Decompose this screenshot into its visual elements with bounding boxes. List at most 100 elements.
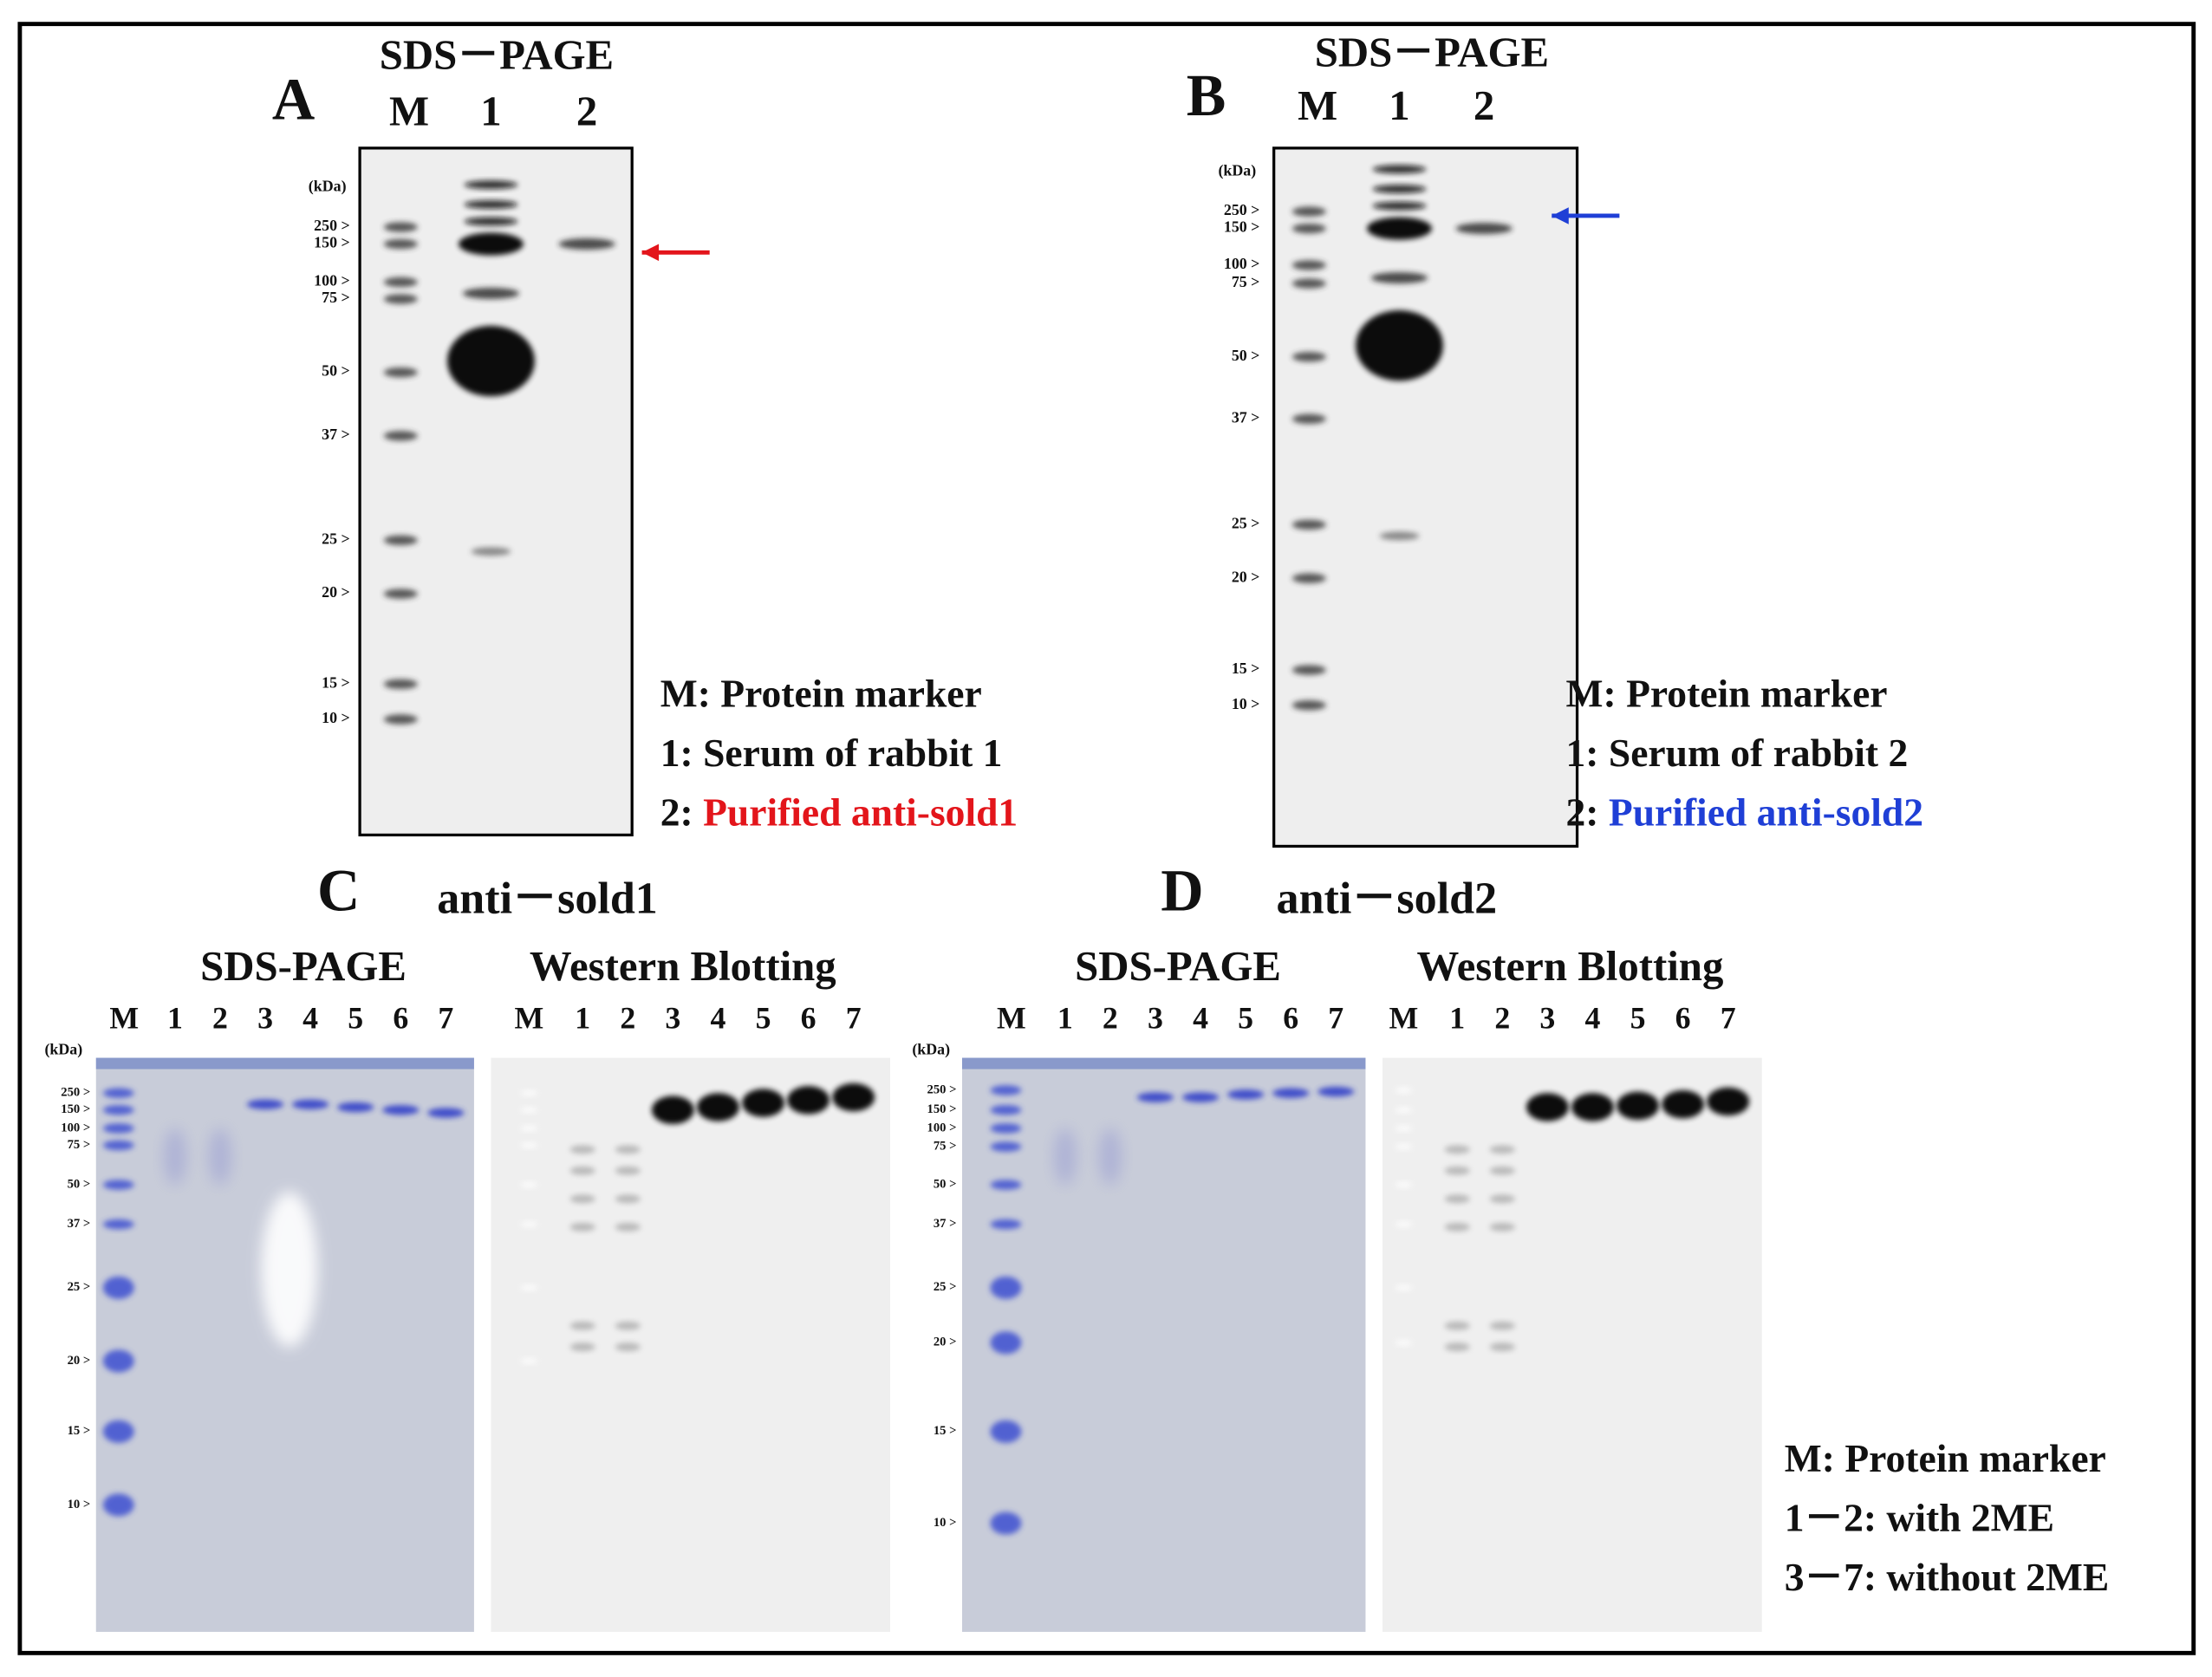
legend-text: Purified anti-sold2 <box>1609 790 1923 835</box>
band <box>1571 1093 1614 1121</box>
band <box>990 1123 1022 1134</box>
lane-label: 4 <box>303 1000 318 1035</box>
lane-label: 1 <box>1057 1000 1073 1035</box>
lane-label: 2 <box>1494 1000 1510 1035</box>
band <box>697 1093 739 1121</box>
band <box>383 588 418 599</box>
band <box>1395 1181 1413 1188</box>
band <box>1272 1088 1310 1098</box>
marker-label: 250 > <box>61 1086 90 1100</box>
lane-label: 2 <box>620 1000 635 1035</box>
lane-label: 3 <box>257 1000 273 1035</box>
band <box>1526 1093 1569 1121</box>
band <box>615 1145 641 1154</box>
legend-item: 3－7: without 2ME <box>1785 1555 2110 1599</box>
marker-label: 20 > <box>1232 568 1260 585</box>
marker-label: 10 > <box>934 1516 957 1530</box>
gel-top <box>95 1057 474 1069</box>
band <box>1395 1221 1413 1227</box>
band <box>102 1420 134 1443</box>
band <box>1291 665 1326 675</box>
band <box>520 1181 538 1188</box>
lane-label: 7 <box>846 1000 862 1035</box>
marker-label: 25 > <box>1232 515 1260 532</box>
marker-label: 100 > <box>1224 255 1260 272</box>
band <box>990 1085 1022 1095</box>
band <box>1367 217 1432 240</box>
gel <box>1382 1057 1762 1632</box>
band <box>1181 1092 1220 1102</box>
band <box>615 1222 641 1232</box>
gel-top <box>962 1057 1366 1069</box>
lane-label: M <box>1298 81 1337 129</box>
band <box>990 1180 1022 1190</box>
marker-label: 250 > <box>927 1082 957 1096</box>
legend-key: 2: <box>660 790 693 835</box>
band <box>471 547 511 556</box>
lane-label: M <box>514 1000 543 1035</box>
band <box>569 1342 595 1352</box>
band <box>1379 531 1420 541</box>
band <box>246 1099 284 1109</box>
marker-label: 150 > <box>314 234 350 251</box>
marker-label: 37 > <box>68 1217 91 1231</box>
band <box>102 1493 134 1517</box>
arrow-head <box>641 244 660 262</box>
marker-label: 10 > <box>1232 695 1260 712</box>
lane-label: 2 <box>1103 1000 1118 1035</box>
band <box>163 1128 186 1186</box>
panel-letter: A <box>272 67 315 133</box>
band <box>383 276 418 288</box>
lane-label: 2 <box>576 88 597 135</box>
antibody-label: anti－sold2 <box>1277 874 1498 924</box>
band <box>261 1192 318 1348</box>
band <box>1053 1128 1077 1186</box>
band <box>1291 352 1326 362</box>
legend-text: Purified anti-sold1 <box>703 790 1018 835</box>
lane-label: 5 <box>1630 1000 1646 1035</box>
legend-text: Serum of rabbit 2 <box>1609 731 1908 775</box>
band <box>383 431 418 441</box>
band <box>615 1194 641 1204</box>
band <box>102 1105 134 1115</box>
method-label: SDS-PAGE <box>1075 942 1281 990</box>
band <box>383 535 418 545</box>
lane-label: 4 <box>1585 1000 1601 1035</box>
band <box>102 1140 134 1151</box>
band <box>990 1331 1022 1355</box>
marker-label: 50 > <box>1232 347 1260 364</box>
legend-item: 1－2: with 2ME <box>1785 1495 2054 1539</box>
legend-item: 2: Purified anti-sold1 <box>660 790 1018 835</box>
lane-label: 5 <box>756 1000 771 1035</box>
marker-label: 37 > <box>1232 408 1260 426</box>
lane-label: 1 <box>480 88 501 135</box>
band <box>1455 223 1513 235</box>
marker-label: 250 > <box>1224 201 1260 218</box>
band <box>1489 1222 1515 1232</box>
gel <box>491 1057 891 1632</box>
band <box>1098 1128 1122 1186</box>
marker-label: 20 > <box>934 1336 957 1349</box>
band <box>102 1349 134 1373</box>
gel <box>962 1057 1366 1632</box>
band <box>383 367 418 378</box>
unit-label: (kDa) <box>912 1041 950 1059</box>
method-label: Western Blotting <box>1416 942 1723 990</box>
marker-label: 10 > <box>68 1498 91 1511</box>
band <box>383 679 418 689</box>
marker-label: 100 > <box>927 1121 957 1134</box>
band <box>1444 1145 1470 1154</box>
band <box>1444 1166 1470 1175</box>
band <box>208 1128 232 1186</box>
band <box>1372 201 1427 211</box>
legend-item: M: Protein marker <box>660 672 982 716</box>
unit-label: (kDa) <box>1218 162 1256 180</box>
legend-key: 1: <box>660 731 693 775</box>
lane-label: 6 <box>801 1000 816 1035</box>
band <box>462 287 519 300</box>
band <box>102 1219 134 1230</box>
band <box>1291 700 1326 711</box>
marker-label: 150 > <box>61 1102 90 1116</box>
legend-key: M: <box>1566 672 1617 716</box>
